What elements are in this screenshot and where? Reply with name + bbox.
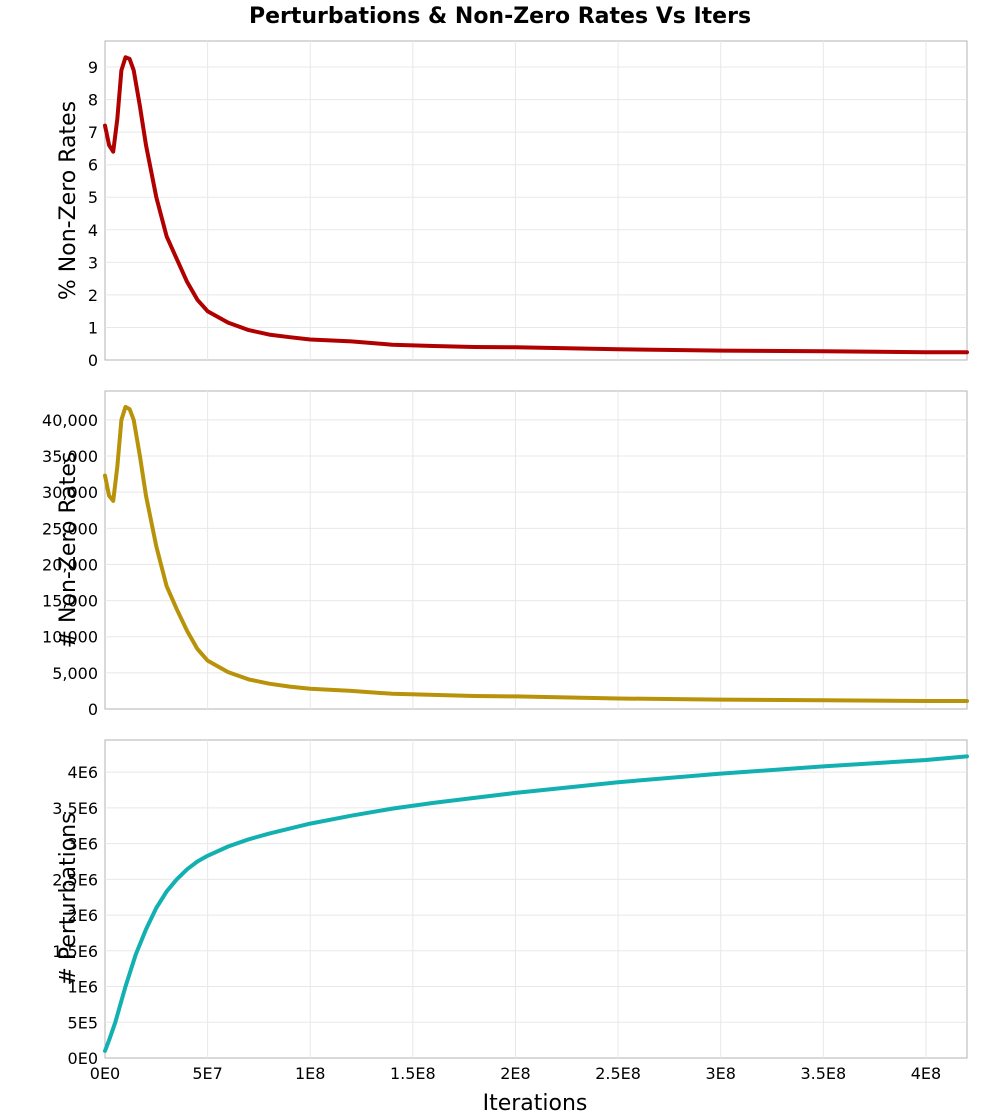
- y-tick-label: 30,000: [42, 483, 98, 502]
- y-tick-label: 2.5E6: [52, 870, 98, 889]
- y-tick-label: 5: [88, 188, 98, 207]
- y-tick-label: 5E5: [68, 1013, 98, 1032]
- plot-area: [104, 739, 968, 1059]
- y-tick-label: 1: [88, 318, 98, 337]
- y-tick-label: 3.5E6: [52, 799, 98, 818]
- y-tick-label: 3E6: [68, 835, 98, 854]
- y-tick-label: 40,000: [42, 411, 98, 430]
- y-tick-label: 0: [88, 351, 98, 370]
- x-tick-label: 4E8: [911, 1064, 941, 1083]
- y-axis-label: % Non-Zero Rates: [56, 101, 81, 300]
- y-tick-label: 2: [88, 286, 98, 305]
- x-tick-label: 2.5E8: [595, 1064, 641, 1083]
- y-tick-label: 4: [88, 221, 98, 240]
- y-tick-label: 15,000: [42, 592, 98, 611]
- y-tick-label: 6: [88, 156, 98, 175]
- y-tick-label: 25,000: [42, 519, 98, 538]
- y-tick-label: 20,000: [42, 555, 98, 574]
- y-tick-label: 8: [88, 91, 98, 110]
- x-tick-label: 0E0: [90, 1064, 120, 1083]
- series-line: [103, 754, 969, 1053]
- x-tick-label: 3E8: [705, 1064, 735, 1083]
- y-tick-label: 1.5E6: [52, 942, 98, 961]
- y-tick-label: 0E0: [68, 1049, 98, 1068]
- y-tick-label: 5,000: [52, 664, 98, 683]
- y-tick-label: 35,000: [42, 447, 98, 466]
- panel-count-nonzero-rates: 0 5,000 10,000 15,000 20,000 25,000 30,000 35,0…: [42, 390, 969, 719]
- y-tick-label: 2E6: [68, 906, 98, 925]
- chart-title: Perturbations & Non-Zero Rates Vs Iters: [249, 4, 751, 29]
- series-line: [103, 55, 969, 355]
- x-tick-label: 5E7: [192, 1064, 222, 1083]
- plot-area: [104, 390, 968, 710]
- x-axis-label: Iterations: [483, 1091, 588, 1116]
- y-tick-label: 1E6: [68, 978, 98, 997]
- x-tick-label: 3.5E8: [800, 1064, 846, 1083]
- y-axis-label: # Non-Zero Rates: [56, 452, 81, 649]
- y-axis-label: # Perturbations: [56, 812, 81, 985]
- y-tick-label: 3: [88, 253, 98, 272]
- y-tick-label: 0: [88, 700, 98, 719]
- y-tick-label: 4E6: [68, 763, 98, 782]
- y-tick-label: 7: [88, 123, 98, 142]
- x-tick-label: 1E8: [295, 1064, 325, 1083]
- plot-area: [104, 40, 968, 361]
- x-tick-label: 2E8: [500, 1064, 530, 1083]
- series-line: [103, 404, 969, 703]
- panel-percent-nonzero-rates: 0 1 2 3 4 5 6 7 8 9 % Non-Zero Rates: [56, 40, 969, 370]
- y-tick-label: 9: [88, 58, 98, 77]
- y-tick-label: 10,000: [42, 628, 98, 647]
- x-tick-label: 1.5E8: [390, 1064, 436, 1083]
- panel-perturbations: 0E0 5E5 1E6 1.5E6 2E6 2.5E6 3E6 3.5E6 4E6 # Pertu…: [52, 739, 969, 1083]
